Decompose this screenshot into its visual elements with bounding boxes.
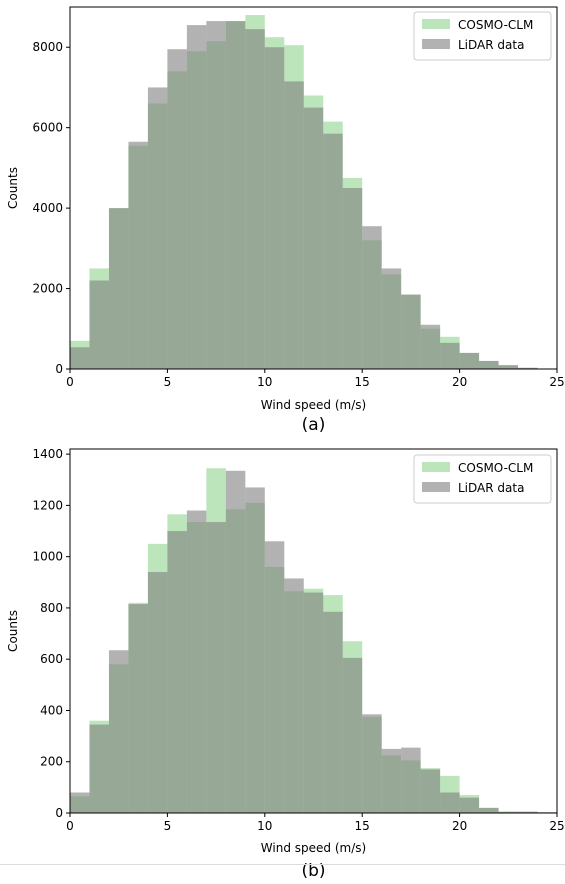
legend-swatch	[422, 19, 450, 29]
bar	[108, 650, 129, 813]
bar	[459, 797, 480, 813]
legend-swatch	[422, 482, 450, 492]
x-tick-label: 20	[452, 375, 467, 389]
bar	[420, 324, 441, 369]
bar	[401, 294, 421, 369]
bar	[167, 49, 187, 369]
bar	[440, 342, 460, 369]
bar	[459, 352, 480, 369]
bar	[342, 188, 363, 369]
bar	[186, 25, 207, 369]
legend-swatch	[422, 462, 450, 472]
y-tick-label: 200	[40, 755, 63, 769]
page-divider	[0, 864, 565, 865]
series-lidar	[70, 21, 557, 370]
bar	[225, 21, 246, 369]
x-axis-label: Wind speed (m/s)	[261, 398, 366, 412]
bar	[225, 470, 246, 813]
bar	[362, 226, 382, 369]
chart-caption: (a)	[302, 415, 326, 435]
bar	[381, 748, 402, 813]
bar	[284, 578, 304, 813]
y-tick-label: 6000	[32, 121, 63, 135]
bar	[245, 29, 265, 369]
bar	[498, 811, 519, 813]
bar	[362, 714, 382, 813]
y-tick-label: 2000	[32, 282, 63, 296]
bar	[440, 792, 460, 813]
histogram-b: 0 5 10 15 20 25 0 200 400 600 800 1000 1200 1400 Wind …	[6, 447, 565, 881]
histogram-a: 0 5 10 15 20 25 0 2000 4000 6000 8000 Wind speed (m…	[6, 6, 565, 435]
x-tick-label: 25	[549, 375, 564, 389]
legend: COSMO-CLM LiDAR data	[413, 454, 552, 504]
y-tick-label: 8000	[32, 40, 63, 54]
bar	[108, 208, 129, 369]
plot-frame	[69, 6, 558, 370]
bar	[479, 807, 499, 813]
bar	[479, 360, 499, 369]
x-tick-label: 15	[355, 819, 370, 833]
bar	[284, 81, 304, 370]
legend-swatch	[422, 39, 450, 49]
legend-label: LiDAR data	[458, 38, 524, 52]
x-axis-label: Wind speed (m/s)	[261, 841, 366, 855]
y-tick-label: 1400	[32, 447, 63, 461]
x-tick-label: 10	[257, 375, 272, 389]
bar	[323, 611, 343, 813]
y-tick-label: 0	[55, 806, 63, 820]
bar	[420, 769, 441, 813]
y-tick-label: 4000	[32, 201, 63, 215]
bar	[303, 107, 324, 370]
bar	[147, 87, 168, 369]
legend: COSMO-CLM LiDAR data	[413, 11, 552, 61]
x-tick-label: 0	[66, 819, 74, 833]
bar	[518, 367, 538, 369]
bar	[147, 572, 168, 813]
bar	[89, 280, 109, 369]
legend-label: COSMO-CLM	[458, 461, 533, 475]
bar	[401, 747, 421, 813]
y-axis-label: Counts	[6, 610, 20, 652]
x-tick-label: 5	[164, 375, 172, 389]
bar	[303, 592, 324, 813]
legend-label: COSMO-CLM	[458, 18, 533, 32]
x-tick-label: 15	[355, 375, 370, 389]
bar	[264, 47, 285, 369]
legend-label: LiDAR data	[458, 481, 524, 495]
bar	[70, 347, 90, 369]
x-tick-label: 20	[452, 819, 467, 833]
bar	[342, 657, 363, 813]
y-axis-label: Counts	[6, 167, 20, 209]
chart-caption: (b)	[301, 861, 325, 881]
y-tick-label: 400	[40, 703, 63, 717]
bar	[381, 268, 402, 369]
bar	[245, 487, 265, 813]
y-tick-label: 600	[40, 652, 63, 666]
y-tick-label: 1200	[32, 498, 63, 512]
x-tick-label: 0	[66, 375, 74, 389]
x-tick-label: 5	[164, 819, 172, 833]
y-tick-label: 800	[40, 601, 63, 615]
x-tick-label: 10	[257, 819, 272, 833]
bar	[498, 364, 519, 369]
y-tick-label: 1000	[32, 550, 63, 564]
series-lidar	[70, 470, 557, 813]
bar	[167, 531, 187, 813]
bar	[89, 724, 109, 813]
y-tick-label: 0	[55, 362, 63, 376]
bar	[264, 541, 285, 813]
bar	[323, 133, 343, 369]
bar	[206, 522, 226, 813]
x-tick-label: 25	[549, 819, 564, 833]
bar	[186, 510, 207, 813]
bar	[128, 604, 148, 813]
bar	[128, 141, 148, 369]
bar	[206, 21, 226, 369]
bar	[518, 811, 538, 813]
plot-frame	[69, 448, 558, 814]
bar	[70, 792, 90, 813]
